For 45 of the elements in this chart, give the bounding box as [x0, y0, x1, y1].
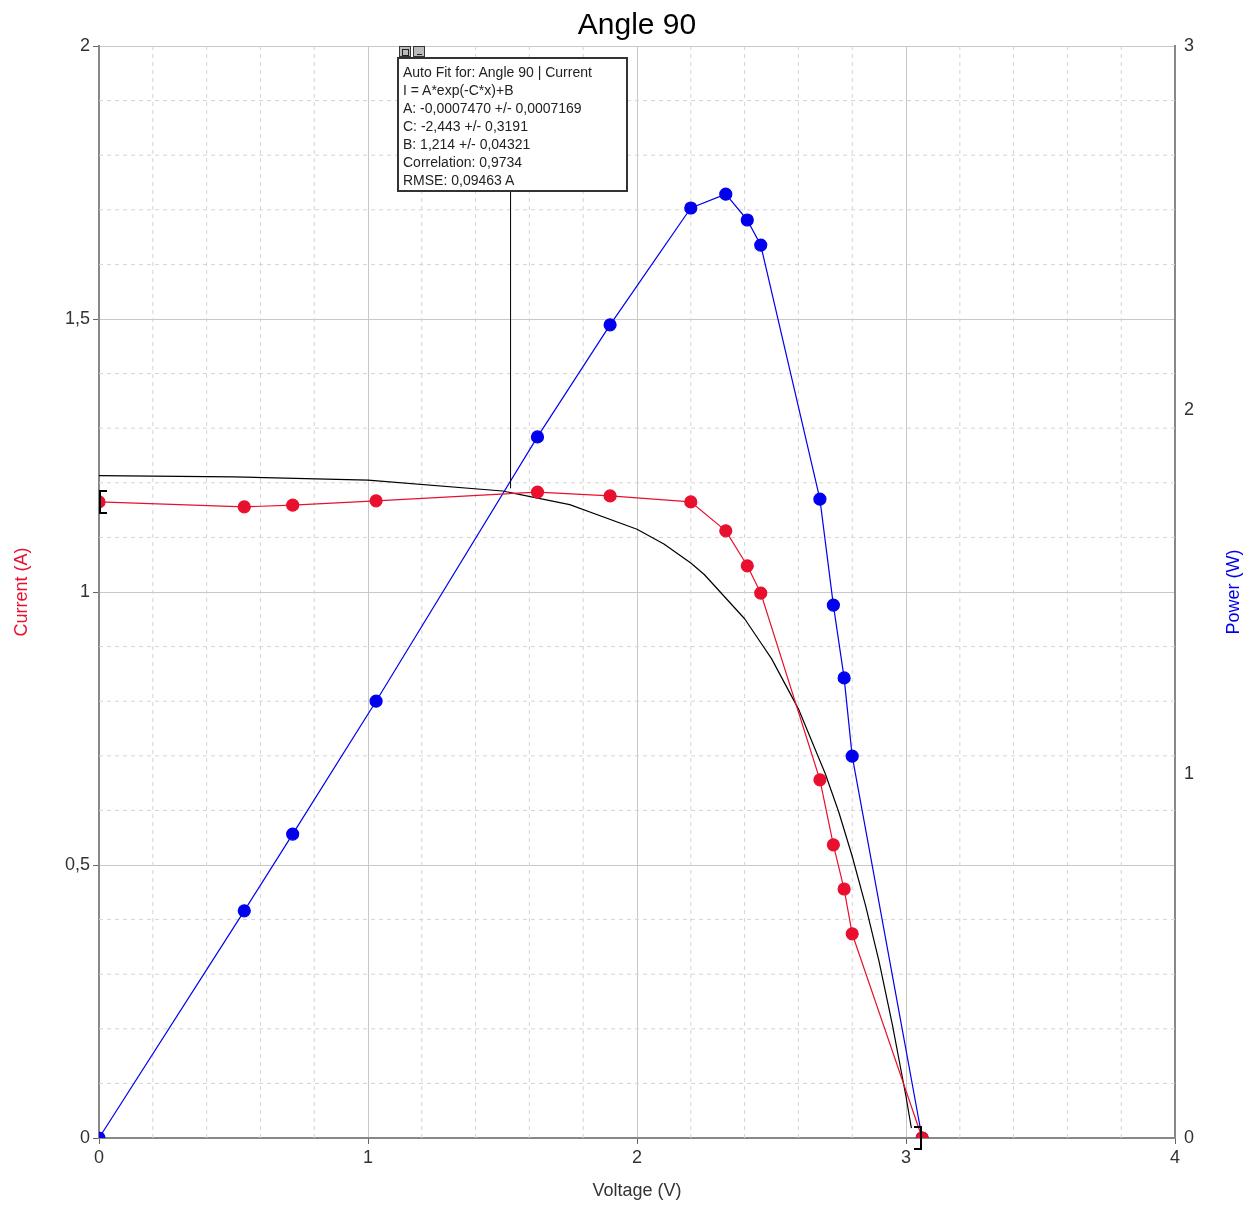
point	[684, 201, 698, 215]
point	[740, 213, 754, 227]
y2-axis-title: Power (W)	[1222, 549, 1243, 635]
y-tick-label: 0	[79, 1126, 90, 1147]
y2-tick-label: 3	[1184, 34, 1195, 55]
y-tick-label: 0,5	[64, 853, 90, 874]
point	[837, 671, 851, 685]
point	[740, 559, 754, 573]
point	[719, 187, 733, 201]
x-tick-label: 4	[1169, 1146, 1181, 1167]
point	[603, 318, 617, 332]
x-tick-label: 1	[362, 1146, 374, 1167]
y-axis-title: Current (A)	[10, 547, 31, 637]
point	[826, 598, 840, 612]
point	[530, 485, 545, 499]
y2-tick-label: 2	[1184, 398, 1195, 419]
point	[286, 498, 300, 512]
point	[530, 430, 545, 444]
point	[813, 773, 827, 787]
x-tick-label: 3	[900, 1146, 912, 1167]
point	[237, 904, 251, 918]
point	[845, 927, 859, 941]
chart-title: Angle 90	[577, 7, 697, 41]
point	[369, 694, 383, 708]
x-axis-title: Voltage (V)	[592, 1179, 682, 1200]
point	[237, 500, 251, 514]
y-tick-label: 2	[79, 34, 90, 55]
point	[813, 492, 827, 506]
point	[754, 586, 768, 600]
y2-tick-label: 0	[1184, 1126, 1195, 1147]
point	[845, 749, 859, 763]
point	[286, 827, 300, 841]
point	[837, 882, 851, 896]
point	[684, 495, 698, 509]
y-tick-label: 1,5	[64, 307, 90, 328]
point	[719, 524, 733, 538]
y2-tick-label: 1	[1184, 762, 1195, 783]
point	[369, 494, 383, 508]
point	[603, 489, 617, 503]
x-tick-label: 0	[93, 1146, 105, 1167]
point	[826, 838, 840, 852]
point	[754, 238, 768, 252]
annotation: Auto Fit for: Angle 90 | Current I = A*exp(-C*x)+B A: -0,0007470 +/- 0,0007169 C: -2,443 +/- 0,3191 B: 1,214 +/- 0,04321 Correlation: 0,9734 RMSE: 0,09463 A	[397, 57, 628, 192]
y-tick-label: 1	[79, 580, 90, 601]
x-tick-label: 2	[631, 1146, 643, 1167]
